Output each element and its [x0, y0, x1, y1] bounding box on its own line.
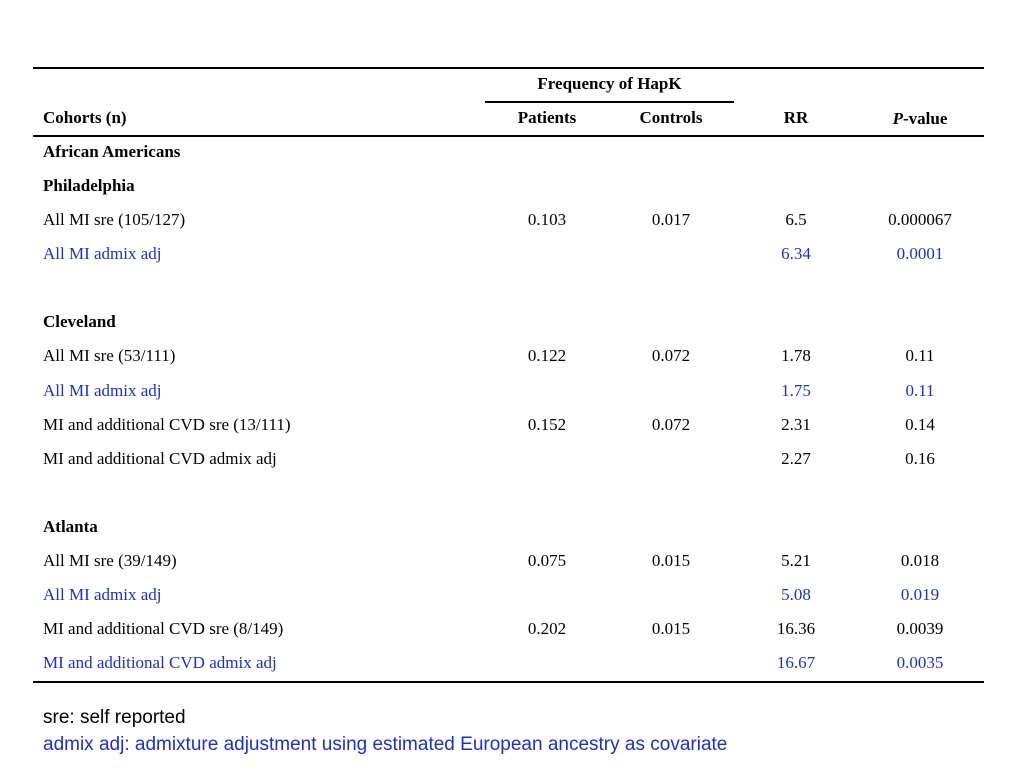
table-cell-pvalue: 0.11 — [905, 346, 935, 365]
table-row-label: All MI sre (53/111) — [43, 346, 176, 365]
table-cell-controls: 0.072 — [651, 346, 691, 365]
table-cell-pvalue: 0.019 — [900, 585, 940, 604]
table-cell-patients: 0.075 — [527, 551, 567, 570]
table-cell-rr: 16.67 — [776, 653, 816, 672]
table-cell-rr: 1.75 — [781, 381, 811, 400]
table-row-label: All MI admix adj — [43, 585, 162, 604]
table-bottom-rule — [33, 681, 984, 683]
pvalue-rest: -value — [903, 109, 948, 128]
table-cell-rr: 5.08 — [781, 585, 811, 604]
table-cell-rr: 5.21 — [781, 551, 811, 570]
rr-column-header: RR — [783, 108, 809, 127]
section-african-americans: African Americans — [43, 142, 181, 161]
cohorts-column-header: Cohorts (n) — [43, 108, 127, 127]
table-cell-rr: 2.31 — [781, 415, 811, 434]
table-cell-pvalue: 0.14 — [905, 415, 935, 434]
table-cell-pvalue: 0.0035 — [896, 653, 944, 672]
footnote-sre: sre: self reported — [43, 707, 186, 728]
section-philadelphia: Philadelphia — [43, 176, 135, 195]
table-cell-pvalue: 0.0001 — [896, 244, 944, 263]
pvalue-italic-p: P — [892, 109, 903, 128]
table-cell-pvalue: 0.018 — [900, 551, 940, 570]
table-row-label: MI and additional CVD sre (8/149) — [43, 619, 284, 638]
frequency-group-header: Frequency of HapK — [537, 74, 682, 93]
group-header-rule — [485, 101, 734, 103]
table-cell-controls: 0.017 — [651, 210, 691, 229]
table-cell-pvalue: 0.000067 — [888, 210, 952, 229]
table-cell-patients: 0.202 — [527, 619, 567, 638]
header-bottom-rule — [33, 135, 984, 137]
table-row-label: All MI admix adj — [43, 244, 162, 263]
table-cell-pvalue: 0.16 — [905, 449, 935, 468]
table-row-label: All MI sre (105/127) — [43, 210, 186, 229]
section-atlanta: Atlanta — [43, 517, 98, 536]
table-row-label: All MI admix adj — [43, 381, 162, 400]
table-cell-controls: 0.072 — [651, 415, 691, 434]
footnote-admix: admix adj: admixture adjustment using es… — [43, 734, 728, 755]
table-cell-controls: 0.015 — [651, 619, 691, 638]
table-cell-patients: 0.103 — [527, 210, 567, 229]
pvalue-column-header: P-value — [870, 109, 970, 129]
table-cell-rr: 2.27 — [781, 449, 811, 468]
table-cell-patients: 0.122 — [527, 346, 567, 365]
table-cell-controls: 0.015 — [651, 551, 691, 570]
table-cell-rr: 6.34 — [781, 244, 811, 263]
table-cell-pvalue: 0.0039 — [896, 619, 944, 638]
patients-column-header: Patients — [517, 108, 577, 127]
table-cell-rr: 16.36 — [776, 619, 816, 638]
controls-column-header: Controls — [639, 108, 703, 127]
table-row-label: MI and additional CVD sre (13/111) — [43, 415, 291, 434]
table-cell-rr: 1.78 — [781, 346, 811, 365]
table-row-label: All MI sre (39/149) — [43, 551, 177, 570]
table-top-rule — [33, 67, 984, 69]
table-cell-patients: 0.152 — [527, 415, 567, 434]
table-cell-rr: 6.5 — [785, 210, 807, 229]
table-row-label: MI and additional CVD admix adj — [43, 449, 277, 468]
table-cell-pvalue: 0.11 — [905, 381, 935, 400]
table-row-label: MI and additional CVD admix adj — [43, 653, 277, 672]
section-cleveland: Cleveland — [43, 312, 116, 331]
